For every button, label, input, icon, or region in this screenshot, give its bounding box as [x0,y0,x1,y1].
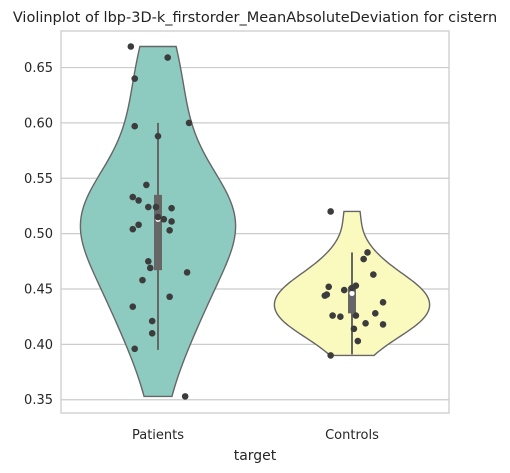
data-point [327,352,334,359]
data-point [362,320,369,327]
y-axis-ticks: 0.35 0.40 0.45 0.50 0.55 0.60 0.65 [24,61,53,408]
y-tick-label: 0.35 [24,393,53,408]
data-point [350,325,358,333]
iqr-box [348,286,356,314]
data-point [168,218,175,225]
data-point [185,119,193,127]
data-point [354,337,362,345]
data-point [327,208,334,215]
data-point [135,221,142,229]
data-point [152,203,160,211]
data-point [146,264,154,272]
data-point [340,286,348,294]
data-point [131,345,139,353]
data-point [129,193,137,201]
median-marker [349,290,355,297]
chart-title: Violinplot of lbp-3D-k_firstorder_MeanAb… [13,10,497,26]
data-point [143,181,150,189]
y-tick-label: 0.50 [24,227,53,242]
x-tick-label: Patients [132,428,184,443]
data-point [352,312,360,319]
data-point [371,310,379,317]
data-point [129,303,137,311]
data-point [135,197,142,204]
data-point [131,122,139,130]
data-point [154,213,162,221]
data-point [145,203,152,211]
data-point [145,258,152,265]
data-point [154,132,162,140]
strip-points [127,43,387,400]
data-point [129,225,137,233]
data-point [370,271,377,278]
data-point [183,269,191,276]
data-point [337,313,344,320]
y-tick-label: 0.40 [24,338,53,353]
y-tick-label: 0.65 [24,61,53,76]
data-point [379,298,387,306]
x-axis-label: target [234,448,277,464]
data-point [168,204,175,212]
data-point [160,215,168,223]
data-point [379,321,387,328]
x-axis-ticks: Patients Controls [132,428,379,443]
data-point [364,249,371,256]
y-tick-label: 0.55 [24,172,53,187]
data-point [148,317,156,325]
data-point [166,227,173,234]
plot-frame [60,30,450,414]
data-point [127,43,135,50]
data-point [164,54,171,61]
data-point [321,292,329,299]
y-tick-label: 0.45 [24,282,53,297]
iqr-box [154,194,162,271]
data-point [325,283,333,291]
y-tick-label: 0.60 [24,116,53,131]
data-point [148,329,156,337]
data-point [329,312,336,319]
x-tick-label: Controls [325,428,379,443]
data-point [131,75,139,82]
data-point [166,293,173,301]
data-point [348,284,356,292]
data-point [360,255,367,263]
data-point [139,276,146,284]
data-point [181,393,189,400]
